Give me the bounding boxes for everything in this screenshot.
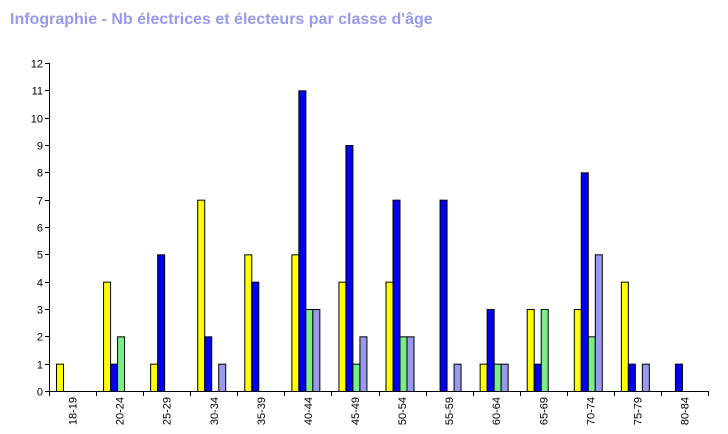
- bar-45-49-s4: [359, 336, 368, 393]
- x-tick-label-45-49: 45-49: [350, 397, 362, 425]
- x-tick-label-50-54: 50-54: [397, 397, 409, 425]
- bar-30-34-s2: [204, 336, 213, 393]
- x-tick-label-40-44: 40-44: [303, 397, 315, 425]
- bar-60-64-s4: [500, 363, 509, 392]
- x-tick-label-18-19: 18-19: [68, 397, 80, 425]
- bar-75-79-s4: [641, 363, 650, 392]
- bar-65-69-s1: [526, 309, 535, 392]
- x-tick-label-70-74: 70-74: [585, 397, 597, 425]
- bar-50-54-s3: [399, 336, 408, 393]
- y-tick-label-1: 1: [37, 360, 43, 372]
- bar-20-24-s1: [103, 281, 112, 392]
- chart-title: Infographie - Nb électrices et électeurs…: [10, 11, 433, 28]
- y-tick-label-11: 11: [32, 86, 43, 98]
- bar-40-44-s4: [312, 309, 321, 392]
- y-tick-label-8: 8: [37, 168, 43, 180]
- bar-35-39-s1: [244, 254, 253, 392]
- x-tick-label-65-69: 65-69: [538, 397, 550, 425]
- bar-40-44-s3: [305, 309, 314, 392]
- bar-30-34-s1: [197, 199, 206, 392]
- bar-18-19-s1: [56, 363, 64, 392]
- bar-40-44-s2: [298, 90, 307, 392]
- bar-45-49-s3: [352, 363, 361, 392]
- x-tick-label-30-34: 30-34: [209, 397, 221, 425]
- x-tick-label-35-39: 35-39: [256, 397, 268, 425]
- bar-60-64-s2: [486, 309, 495, 392]
- y-tick-label-0: 0: [37, 387, 43, 399]
- x-tick-label-75-79: 75-79: [632, 397, 644, 425]
- bar-55-59-s2: [439, 199, 448, 392]
- bar-45-49-s2: [345, 145, 354, 392]
- bars-layer: [56, 90, 683, 393]
- y-tick-label-6: 6: [37, 223, 43, 235]
- bar-45-49-s1: [338, 281, 347, 392]
- bar-75-79-s1: [620, 281, 629, 392]
- bar-25-29-s1: [150, 363, 159, 392]
- y-tick-label-2: 2: [37, 332, 43, 344]
- bar-60-64-s3: [493, 363, 502, 392]
- y-tick-label-4: 4: [37, 278, 43, 290]
- x-tick-label-20-24: 20-24: [115, 397, 127, 425]
- x-tick-label-80-84: 80-84: [679, 397, 691, 425]
- bar-30-34-s4: [218, 363, 227, 392]
- y-tick-label-12: 12: [31, 59, 43, 71]
- y-tick-label-7: 7: [37, 196, 43, 208]
- bar-70-74-s3: [587, 336, 596, 393]
- bar-65-69-s3: [540, 309, 549, 392]
- bar-50-54-s4: [406, 336, 415, 393]
- bar-60-64-s1: [479, 363, 488, 392]
- bar-25-29-s2: [157, 254, 166, 392]
- y-tick-label-10: 10: [31, 114, 43, 126]
- bar-50-54-s2: [392, 199, 401, 392]
- bar-55-59-s4: [453, 363, 462, 392]
- bar-20-24-s3: [117, 336, 126, 393]
- x-tick-label-60-64: 60-64: [491, 397, 503, 425]
- bar-50-54-s1: [385, 281, 394, 392]
- bar-40-44-s1: [291, 254, 300, 392]
- bar-70-74-s1: [573, 309, 582, 392]
- bar-35-39-s2: [251, 281, 260, 392]
- y-tick-label-9: 9: [37, 141, 43, 153]
- bar-80-84-s2: [674, 363, 683, 392]
- y-tick-label-3: 3: [37, 305, 43, 317]
- x-tick-label-25-29: 25-29: [162, 397, 174, 425]
- bar-70-74-s2: [580, 172, 589, 392]
- bar-70-74-s4: [594, 254, 603, 392]
- bar-65-69-s2: [533, 363, 542, 392]
- x-tick-label-55-59: 55-59: [444, 397, 456, 425]
- bar-75-79-s2: [627, 363, 636, 392]
- bar-20-24-s2: [110, 363, 119, 392]
- y-tick-label-5: 5: [37, 250, 43, 262]
